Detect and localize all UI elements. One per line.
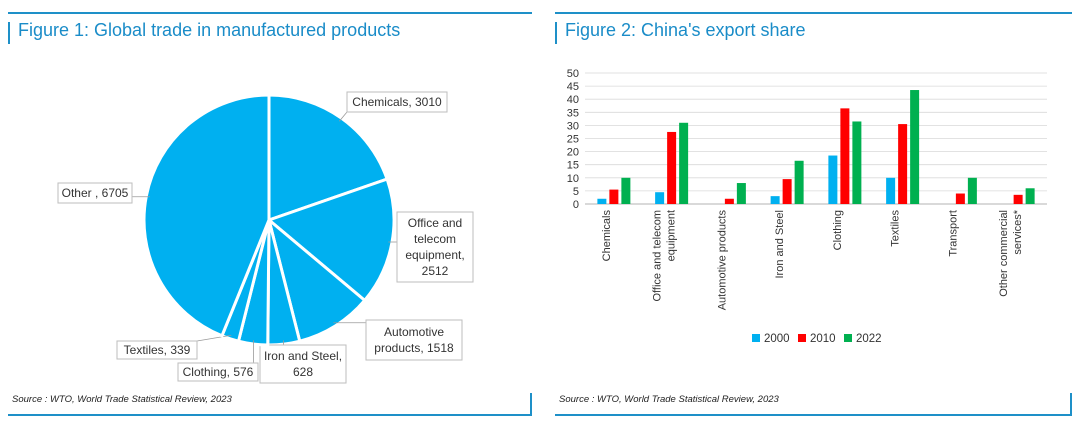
figure2-source: Source : WTO, World Trade Statistical Re… bbox=[559, 394, 779, 405]
figure1-panel: Figure 1: Global trade in manufactured p… bbox=[8, 12, 532, 416]
bar-chemicals-2022 bbox=[621, 177, 631, 204]
y-tick-label-35: 35 bbox=[567, 107, 579, 119]
pie-label-box-office-and-telecom-equipment bbox=[396, 211, 474, 283]
pie-label-automotive-products: Automotive products, 1518 bbox=[374, 325, 454, 355]
y-tick-label-25: 25 bbox=[567, 134, 579, 146]
pie-label-iron-and-steel: Iron and Steel, 628 bbox=[264, 349, 342, 379]
legend-swatch-2010 bbox=[798, 334, 806, 342]
pie-label-clothing: Clothing, 576 bbox=[183, 365, 254, 379]
pie-label-other: Other , 6705 bbox=[62, 186, 129, 200]
y-tick-label-30: 30 bbox=[567, 120, 579, 132]
legend-swatch-2000 bbox=[752, 334, 760, 342]
y-tick-label-15: 15 bbox=[567, 160, 579, 172]
x-tick-label-textiles: Textiles bbox=[890, 210, 902, 247]
bar-chemicals-2000 bbox=[597, 198, 607, 204]
y-tick-label-10: 10 bbox=[567, 173, 579, 185]
bar-automotive-products-2010 bbox=[724, 198, 734, 204]
bar-textiles-2000 bbox=[886, 177, 896, 204]
bar-textiles-2010 bbox=[898, 124, 908, 204]
pie-label-box-clothing bbox=[177, 362, 259, 382]
figure1-title-bar: Figure 1: Global trade in manufactured p… bbox=[8, 14, 532, 44]
bar-transport-2010 bbox=[955, 193, 965, 204]
x-tick-label-chemicals: Chemicals bbox=[601, 210, 613, 262]
bar-other-commercial-services-2010 bbox=[1013, 194, 1023, 204]
legend-label-2000: 2000 bbox=[764, 333, 790, 345]
pie-chart: Chemicals, 3010 Office and telecom equipmen… bbox=[57, 91, 474, 384]
pie-slice-office-and-telecom-equipment bbox=[266, 177, 396, 303]
y-tick-label-40: 40 bbox=[567, 94, 579, 106]
y-tick-label-50: 50 bbox=[567, 68, 579, 80]
legend-label-2022: 2022 bbox=[856, 333, 882, 345]
x-tick-label-clothing: Clothing bbox=[832, 210, 844, 250]
bar-iron-and-steel-2010 bbox=[782, 179, 792, 204]
bar-office-and-telecom-equipment-2000 bbox=[655, 192, 665, 204]
figure2-title-bar: Figure 2: China's export share bbox=[555, 14, 1072, 44]
bar-clothing-2000 bbox=[828, 155, 838, 204]
pie-label-box-automotive-products bbox=[365, 319, 463, 361]
bar-clothing-2022 bbox=[852, 121, 862, 204]
figure2-title-accent bbox=[555, 22, 557, 44]
bar-chemicals-2010 bbox=[609, 189, 619, 204]
pie-leader-textiles bbox=[196, 334, 232, 342]
figure2-title: Figure 2: China's export share bbox=[565, 20, 806, 40]
figure2-top-rule bbox=[555, 12, 1072, 14]
pie-label-box-other bbox=[57, 182, 133, 204]
x-tick-label-automotive-products: Automotive products bbox=[716, 210, 728, 311]
bar-transport-2022 bbox=[967, 177, 977, 204]
pie-label-box-chemicals bbox=[346, 91, 448, 113]
x-tick-label-other-commercial-services: Other commercial services* bbox=[998, 209, 1024, 297]
figure1-bottom-accent bbox=[530, 393, 532, 416]
y-tick-label-20: 20 bbox=[567, 147, 579, 159]
bar-iron-and-steel-2000 bbox=[770, 196, 780, 204]
y-tick-label-0: 0 bbox=[573, 199, 579, 211]
pie-leader-chemicals bbox=[338, 111, 348, 122]
figure1-bottom-rule bbox=[8, 414, 532, 416]
pie-slice-other bbox=[142, 93, 271, 338]
figure2-bottom-accent bbox=[1070, 393, 1072, 416]
figure1-title-accent bbox=[8, 22, 10, 44]
bar-office-and-telecom-equipment-2010 bbox=[667, 131, 677, 204]
figure1-source: Source : WTO, World Trade Statistical Re… bbox=[12, 394, 232, 405]
x-tick-label-iron-and-steel: Iron and Steel bbox=[774, 210, 786, 279]
bar-automotive-products-2022 bbox=[736, 183, 746, 204]
pie-label-textiles: Textiles, 339 bbox=[124, 343, 191, 357]
bar-clothing-2010 bbox=[840, 108, 850, 204]
y-tick-label-5: 5 bbox=[573, 186, 579, 198]
pie-label-chemicals: Chemicals, 3010 bbox=[352, 95, 442, 109]
x-tick-label-transport: Transport bbox=[947, 210, 959, 257]
figure1-title: Figure 1: Global trade in manufactured p… bbox=[18, 20, 401, 40]
figure1-top-rule bbox=[8, 12, 532, 14]
bar-iron-and-steel-2022 bbox=[794, 160, 804, 204]
legend-label-2010: 2010 bbox=[810, 333, 836, 345]
bar-textiles-2022 bbox=[910, 90, 920, 204]
figure2-panel: Figure 2: China's export share 0 5 10 15 20 2… bbox=[547, 0, 1080, 436]
bar-other-commercial-services-2022 bbox=[1025, 188, 1035, 204]
pie-label-box-textiles bbox=[116, 340, 198, 360]
x-tick-label-office-and-telecom-equipment: Office and telecom equipment bbox=[652, 210, 678, 302]
bar-office-and-telecom-equipment-2022 bbox=[679, 122, 689, 204]
legend-swatch-2022 bbox=[844, 334, 852, 342]
pie-label-office-and-telecom-equipment: Office and telecom equipment, 2512 bbox=[405, 216, 464, 278]
pie-label-box-iron-and-steel bbox=[259, 344, 347, 384]
y-tick-label-45: 45 bbox=[567, 81, 579, 93]
figure2-bottom-rule bbox=[555, 414, 1072, 416]
